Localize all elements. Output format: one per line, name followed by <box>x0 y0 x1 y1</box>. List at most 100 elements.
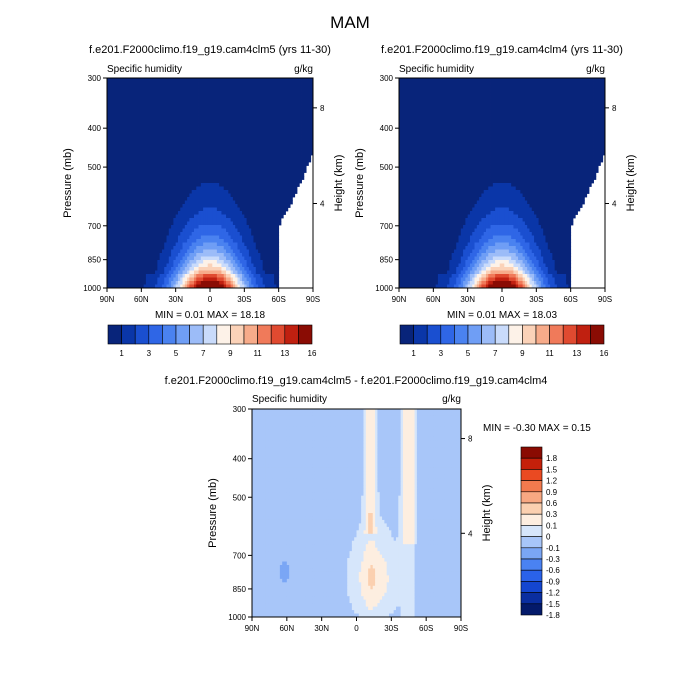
heatmap-cell <box>232 78 236 82</box>
heatmap-cell <box>161 263 165 268</box>
heatmap-cell <box>280 148 284 152</box>
heatmap-cell <box>267 169 270 173</box>
heatmap-cell <box>111 284 115 289</box>
heatmap-cell <box>189 158 193 163</box>
heatmap-cell <box>107 183 110 187</box>
heatmap-cell <box>125 109 128 114</box>
heatmap-cell <box>196 102 199 107</box>
heatmap-cell <box>239 260 243 264</box>
heatmap-cell <box>260 211 264 215</box>
heatmap-cell <box>155 162 158 166</box>
heatmap-cell <box>271 165 275 170</box>
heatmap-cell <box>111 172 115 177</box>
heatmap-cell <box>235 183 238 187</box>
heatmap-cell <box>285 141 289 145</box>
heatmap-cell <box>109 127 112 131</box>
heatmap-cell <box>166 130 170 135</box>
heatmap-cell <box>127 99 131 103</box>
heatmap-cell <box>226 109 229 114</box>
heatmap-cell <box>216 176 220 180</box>
heatmap-cell <box>271 270 275 275</box>
heatmap-cell <box>148 169 151 173</box>
heatmap-cell <box>193 183 197 187</box>
heatmap-cell <box>180 81 183 86</box>
heatmap-cell <box>152 183 156 187</box>
heatmap-cell <box>157 235 161 240</box>
heatmap-cell <box>214 228 218 233</box>
heatmap-cell <box>111 225 115 229</box>
heatmap-cell <box>193 197 197 201</box>
heatmap-cell <box>226 207 229 212</box>
heatmap-cell <box>228 155 231 159</box>
heatmap-cell <box>207 102 211 107</box>
heatmap-cell <box>189 116 193 121</box>
heatmap-cell <box>242 242 245 247</box>
heatmap-cell <box>239 193 243 198</box>
heatmap-cell <box>161 158 165 163</box>
heatmap-cell <box>235 155 238 159</box>
heatmap-cell <box>212 137 215 142</box>
heatmap-cell <box>127 186 131 191</box>
heatmap-cell <box>212 148 215 152</box>
heatmap-cell <box>255 109 259 114</box>
heatmap-cell <box>269 228 273 233</box>
heatmap-cell <box>223 260 227 264</box>
heatmap-cell <box>251 172 254 177</box>
heatmap-cell <box>193 228 197 233</box>
heatmap-cell <box>228 260 231 264</box>
heatmap-cell <box>303 85 307 89</box>
heatmap-cell <box>189 99 193 103</box>
heatmap-cell <box>173 197 177 201</box>
heatmap-cell <box>148 200 151 205</box>
heatmap-cell <box>187 218 190 222</box>
heatmap-cell <box>187 207 190 212</box>
heatmap-cell <box>235 127 238 131</box>
heatmap-cell <box>127 242 131 247</box>
heatmap-cell <box>294 186 298 191</box>
heatmap-cell <box>118 267 122 271</box>
heatmap-cell <box>127 81 131 86</box>
heatmap-cell <box>290 106 293 110</box>
heatmap-cell <box>141 274 145 278</box>
heatmap-cell <box>139 123 142 128</box>
heatmap-cell <box>306 88 309 93</box>
heatmap-cell <box>294 179 298 184</box>
heatmap-cell <box>278 113 282 117</box>
heatmap-cell <box>230 106 234 110</box>
heatmap-cell <box>226 270 229 275</box>
heatmap-cell <box>283 179 286 184</box>
heatmap-cell <box>148 190 151 194</box>
heatmap-cell <box>246 197 250 201</box>
heatmap-cell <box>310 95 314 100</box>
heatmap-cell <box>226 249 229 254</box>
heatmap-cell <box>152 172 156 177</box>
heatmap-cell <box>129 256 133 261</box>
heatmap-cell <box>189 221 193 226</box>
heatmap-cell <box>207 158 211 163</box>
heatmap-cell <box>136 99 140 103</box>
heatmap-cell <box>251 228 254 233</box>
heatmap-cell <box>111 267 115 271</box>
heatmap-cell <box>244 256 248 261</box>
heatmap-cell <box>207 165 211 170</box>
heatmap-cell <box>196 148 199 152</box>
heatmap-cell <box>242 116 245 121</box>
heatmap-cell <box>260 253 264 257</box>
heatmap-cell <box>267 270 270 275</box>
heatmap-cell <box>285 176 289 180</box>
heatmap-cell <box>248 197 252 201</box>
heatmap-cell <box>198 116 202 121</box>
heatmap-cell <box>166 78 170 82</box>
heatmap-cell <box>141 113 145 117</box>
heatmap-cell <box>182 281 186 285</box>
heatmap-cell <box>269 183 273 187</box>
heatmap-cell <box>123 78 126 82</box>
heatmap-cell <box>152 151 156 156</box>
heatmap-cell <box>237 85 241 89</box>
heatmap-cell <box>267 197 270 201</box>
heatmap-cell <box>230 123 234 128</box>
heatmap-cell <box>200 232 204 236</box>
heatmap-cell <box>145 270 149 275</box>
heatmap-cell <box>120 218 124 222</box>
heatmap-cell <box>139 127 142 131</box>
